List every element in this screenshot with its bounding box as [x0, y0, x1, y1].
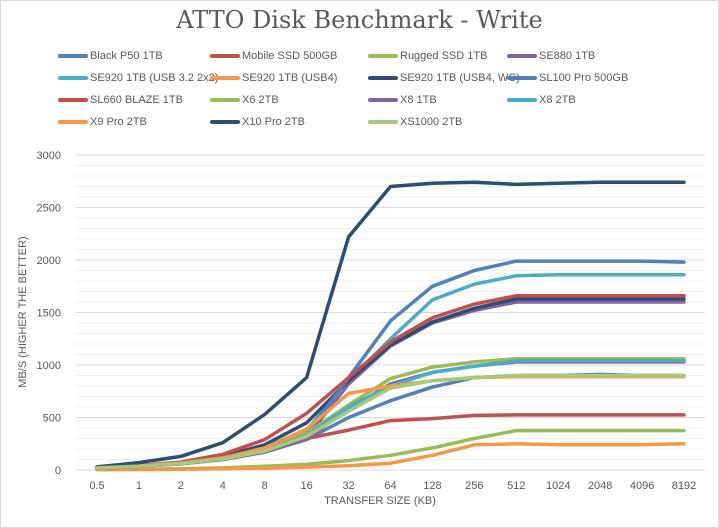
x-tick-label: 1 — [136, 480, 142, 492]
x-tick-label: 16 — [301, 480, 313, 492]
x-tick-label: 2048 — [588, 480, 612, 492]
x-tick-label: 512 — [507, 480, 525, 492]
y-axis-ticks: 0 500 1000 1500 2000 2500 3000 — [37, 150, 61, 477]
y-tick-label: 0 — [55, 465, 61, 477]
x-tick-label: 0.5 — [89, 480, 104, 492]
x-tick-label: 1024 — [546, 480, 570, 492]
x-tick-label: 4 — [220, 480, 226, 492]
series-lines — [97, 182, 684, 469]
y-tick-label: 3000 — [37, 150, 61, 162]
x-tick-label: 64 — [384, 480, 396, 492]
y-tick-label: 2000 — [37, 255, 61, 267]
y-tick-label: 1000 — [37, 360, 61, 372]
x-tick-label: 256 — [465, 480, 483, 492]
x-tick-label: 8 — [262, 480, 268, 492]
x-tick-label: 8192 — [672, 480, 696, 492]
x-axis-label: TRANSFER SIZE (KB) — [324, 495, 436, 507]
y-axis-label: MB/S (HIGHER THE BETTER) — [17, 236, 29, 387]
x-tick-label: 32 — [342, 480, 354, 492]
y-tick-label: 1500 — [37, 308, 61, 320]
x-tick-label: 4096 — [630, 480, 654, 492]
y-tick-label: 500 — [43, 413, 61, 425]
x-tick-label: 128 — [423, 480, 441, 492]
gridlines — [76, 155, 705, 470]
series-line-x10-pro-2tb — [97, 182, 684, 467]
y-tick-label: 2500 — [37, 203, 61, 215]
x-tick-label: 2 — [178, 480, 184, 492]
x-axis-ticks: 0.5 1 2 4 8 16 32 64 128 256 512 1024 2048 4096 8192 — [89, 480, 696, 492]
